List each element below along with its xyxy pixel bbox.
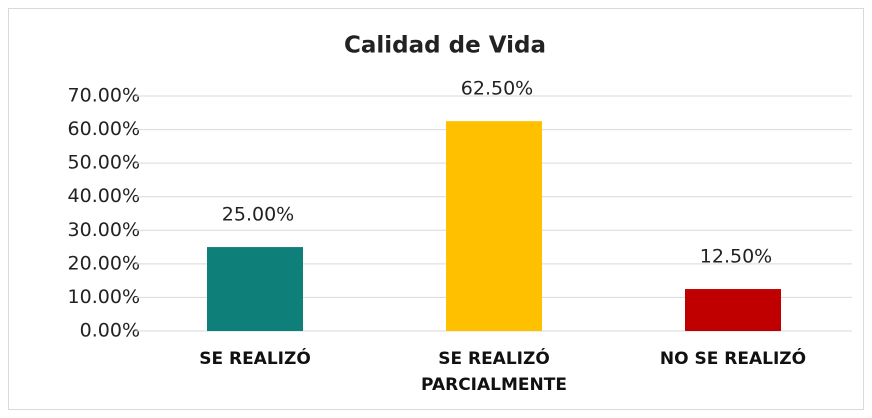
y-tick-label: 50.00% [68,152,140,174]
data-label: 12.50% [700,246,772,268]
y-tick-label: 10.00% [68,286,140,308]
y-tick-label: 0.00% [80,320,140,342]
y-tick-label: 40.00% [68,185,140,207]
x-tick-label: SE REALIZÓ PARCIALMENTE [421,349,567,395]
x-tick-label: NO SE REALIZÓ [659,349,807,369]
y-tick-label: 70.00% [68,85,140,107]
y-tick-label: 30.00% [68,219,140,241]
bar [446,121,542,331]
data-label: 62.50% [461,78,533,100]
chart-title: Calidad de Vida [344,33,546,59]
bar [685,289,781,331]
chart-border [8,8,864,410]
x-tick-label: SE REALIZÓ [199,349,311,369]
bar [207,247,303,331]
y-tick-label: 60.00% [68,118,140,140]
y-tick-label: 20.00% [68,252,140,274]
data-label: 25.00% [222,204,294,226]
